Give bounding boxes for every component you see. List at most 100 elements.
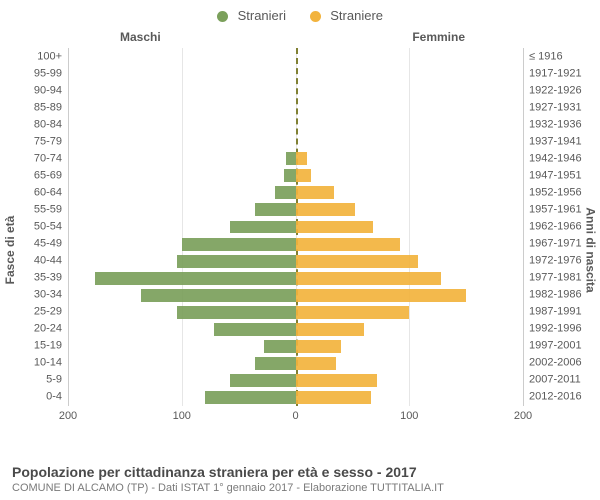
- birth-year-label: 1952-1956: [523, 187, 582, 198]
- bar-female: [296, 186, 335, 199]
- plot-area: 0-42012-20165-92007-201110-142002-200615…: [68, 48, 523, 428]
- age-label: 0-4: [46, 392, 68, 403]
- age-row: 55-591957-1961: [68, 201, 523, 218]
- bar-male: [95, 272, 295, 285]
- age-label: 15-19: [34, 341, 68, 352]
- bar-female: [296, 340, 342, 353]
- legend-item-male: Stranieri: [217, 8, 286, 23]
- legend-label-female: Straniere: [330, 8, 383, 23]
- bar-female: [296, 221, 373, 234]
- age-row: 15-191997-2001: [68, 338, 523, 355]
- age-row: 35-391977-1981: [68, 270, 523, 287]
- birth-year-label: 1922-1926: [523, 85, 582, 96]
- age-label: 60-64: [34, 187, 68, 198]
- birth-year-label: ≤ 1916: [523, 51, 563, 62]
- age-row: 90-941922-1926: [68, 82, 523, 99]
- birth-year-label: 1927-1931: [523, 102, 582, 113]
- x-tick-label: 100: [173, 410, 191, 422]
- bar-male: [214, 323, 296, 336]
- birth-year-label: 2007-2011: [523, 375, 581, 386]
- age-label: 5-9: [46, 375, 68, 386]
- age-row: 40-441972-1976: [68, 253, 523, 270]
- birth-year-label: 1967-1971: [523, 239, 582, 250]
- age-label: 10-14: [34, 358, 68, 369]
- x-axis: 2001000100200: [68, 406, 523, 428]
- birth-year-label: 1987-1991: [523, 307, 582, 318]
- age-row: 60-641952-1956: [68, 184, 523, 201]
- bar-female: [296, 391, 371, 404]
- bar-female: [296, 238, 401, 251]
- legend-swatch-male: [217, 11, 228, 22]
- age-row: 65-691947-1951: [68, 167, 523, 184]
- bar-male: [255, 357, 296, 370]
- bar-female: [296, 169, 312, 182]
- age-label: 55-59: [34, 204, 68, 215]
- age-label: 25-29: [34, 307, 68, 318]
- bar-male: [284, 169, 295, 182]
- age-label: 85-89: [34, 102, 68, 113]
- age-label: 40-44: [34, 256, 68, 267]
- age-label: 35-39: [34, 273, 68, 284]
- legend: Stranieri Straniere: [0, 8, 600, 23]
- bar-male: [182, 238, 296, 251]
- birth-year-label: 1992-1996: [523, 324, 582, 335]
- x-tick-label: 200: [514, 410, 532, 422]
- birth-year-label: 1942-1946: [523, 153, 582, 164]
- legend-item-female: Straniere: [310, 8, 383, 23]
- birth-year-label: 1982-1986: [523, 290, 582, 301]
- age-label: 45-49: [34, 239, 68, 250]
- birth-year-label: 1962-1966: [523, 222, 582, 233]
- age-label: 95-99: [34, 68, 68, 79]
- age-row: 25-291987-1991: [68, 304, 523, 321]
- age-row: 0-42012-2016: [68, 389, 523, 406]
- birth-year-label: 2002-2006: [523, 358, 582, 369]
- chart-subtitle: COMUNE DI ALCAMO (TP) - Dati ISTAT 1° ge…: [12, 482, 588, 494]
- age-row: 85-891927-1931: [68, 99, 523, 116]
- legend-label-male: Stranieri: [238, 8, 286, 23]
- bar-female: [296, 152, 307, 165]
- birth-year-label: 1977-1981: [523, 273, 582, 284]
- bar-female: [296, 272, 442, 285]
- birth-year-label: 2012-2016: [523, 392, 582, 403]
- bar-female: [296, 306, 410, 319]
- population-pyramid-chart: Stranieri Straniere Maschi Femmine Fasce…: [0, 0, 600, 500]
- age-row: 10-142002-2006: [68, 355, 523, 372]
- bar-female: [296, 323, 364, 336]
- age-row: 30-341982-1986: [68, 287, 523, 304]
- age-label: 75-79: [34, 136, 68, 147]
- y-axis-left-title: Fasce di età: [3, 216, 17, 285]
- birth-year-label: 1937-1941: [523, 136, 582, 147]
- chart-title: Popolazione per cittadinanza straniera p…: [12, 464, 588, 480]
- chart-footer: Popolazione per cittadinanza straniera p…: [12, 464, 588, 494]
- x-tick-label: 100: [400, 410, 418, 422]
- bar-rows: 0-42012-20165-92007-201110-142002-200615…: [68, 48, 523, 406]
- column-header-female: Femmine: [412, 30, 465, 44]
- age-label: 70-74: [34, 153, 68, 164]
- bar-male: [177, 306, 295, 319]
- bar-male: [230, 374, 296, 387]
- age-row: 50-541962-1966: [68, 218, 523, 235]
- bar-male: [286, 152, 295, 165]
- age-label: 65-69: [34, 170, 68, 181]
- age-label: 20-24: [34, 324, 68, 335]
- y-axis-right-title: Anni di nascita: [583, 207, 597, 292]
- bar-female: [296, 255, 419, 268]
- age-label: 80-84: [34, 119, 68, 130]
- bar-male: [264, 340, 296, 353]
- bar-female: [296, 289, 467, 302]
- bar-male: [255, 203, 296, 216]
- birth-year-label: 1947-1951: [523, 170, 582, 181]
- birth-year-label: 1917-1921: [523, 68, 582, 79]
- x-tick-label: 0: [292, 410, 298, 422]
- birth-year-label: 1972-1976: [523, 256, 582, 267]
- column-header-male: Maschi: [120, 30, 161, 44]
- bar-male: [205, 391, 296, 404]
- age-row: 70-741942-1946: [68, 150, 523, 167]
- bar-male: [141, 289, 296, 302]
- age-label: 30-34: [34, 290, 68, 301]
- birth-year-label: 1997-2001: [523, 341, 582, 352]
- birth-year-label: 1957-1961: [523, 204, 582, 215]
- bar-male: [230, 221, 296, 234]
- legend-swatch-female: [310, 11, 321, 22]
- age-row: 5-92007-2011: [68, 372, 523, 389]
